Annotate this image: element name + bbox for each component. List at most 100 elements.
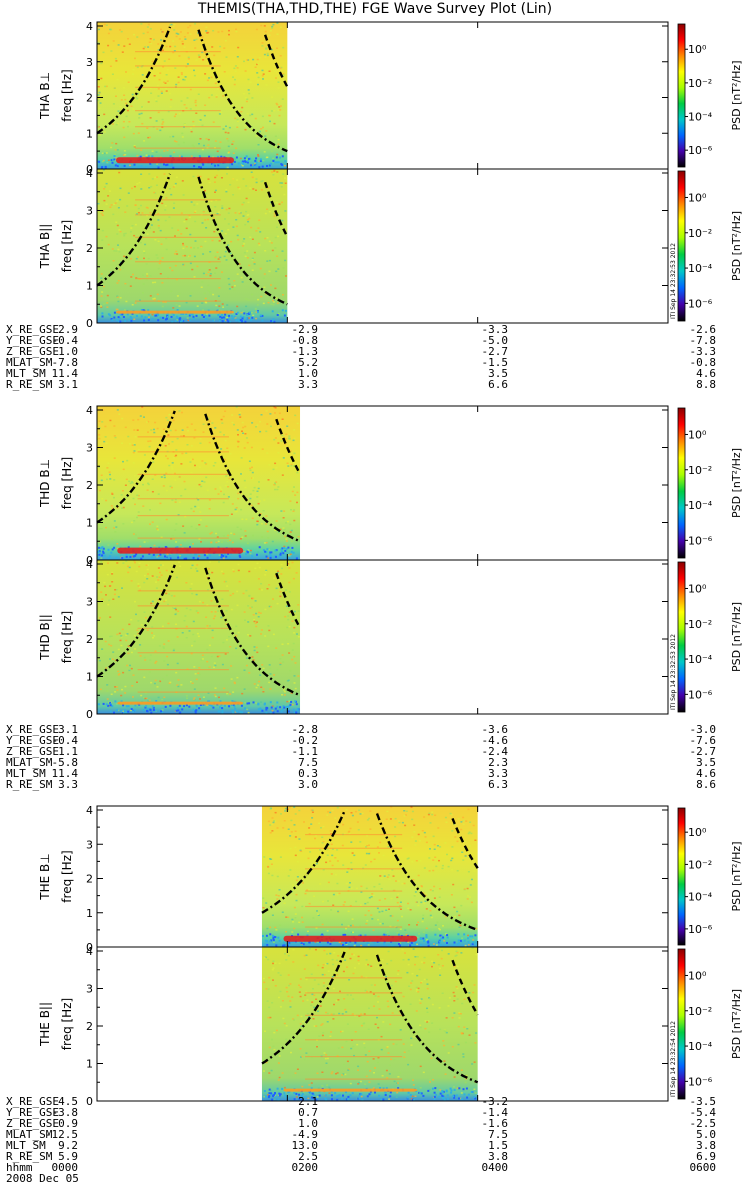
colorbar bbox=[677, 407, 686, 559]
ephemeris-value: 11.4 bbox=[51, 767, 79, 780]
y-tick-label: 4 bbox=[86, 404, 93, 417]
y-tick-label: 0 bbox=[86, 554, 93, 567]
ephemeris-value: -7.6 bbox=[689, 734, 717, 747]
panel-the-bperp: 0 1 2 3 4 THE B⊥ freq [Hz] 10⁰ 10⁻² 10⁻⁴ 10⁻⁶ PSD [… bbox=[38, 804, 743, 954]
colorbar-label: PSD [nT²/Hz] bbox=[730, 211, 743, 281]
ephemeris-value: -3.3 bbox=[481, 323, 509, 336]
ephemeris-label: Y_RE_GSE bbox=[6, 734, 59, 747]
resonance-band bbox=[116, 157, 235, 164]
generation-stamp: ITI Sep 14 23:32:53 2012 bbox=[670, 634, 677, 710]
resonance-band bbox=[117, 701, 244, 705]
harmonic-curve bbox=[451, 817, 479, 869]
ephemeris-column: -2.6 -7.8 -3.3 -0.8 4.6 8.8 bbox=[656, 323, 717, 390]
ephemeris-label: Z_RE_GSE bbox=[6, 345, 59, 358]
ephemeris-value: -2.5 bbox=[689, 1117, 717, 1130]
ephemeris-value: 3.5 bbox=[696, 756, 716, 769]
ephemeris-column: -3.6 -4.6 -2.4 2.3 3.3 6.3 bbox=[448, 724, 509, 791]
ephemeris-label: MLAT_SM bbox=[6, 356, 53, 369]
probe-label: THD B|| bbox=[38, 614, 52, 661]
ephemeris-value: -2.8 bbox=[291, 723, 319, 736]
page-title: THEMIS(THA,THD,THE) FGE Wave Survey Plot… bbox=[197, 1, 553, 17]
ephemeris-value: 5.0 bbox=[696, 1128, 716, 1141]
ephemeris-label: MLT_SM bbox=[6, 367, 46, 380]
colorbar-tick-label: 10⁻² bbox=[688, 227, 712, 240]
y-tick-label: 3 bbox=[86, 838, 93, 851]
ephemeris-value: -0.8 bbox=[689, 356, 717, 369]
gyrofrequency-rising-curve bbox=[96, 173, 172, 287]
ephemeris-column: -3.0 -7.6 -2.7 3.5 4.6 8.6 bbox=[656, 723, 717, 790]
colorbar-tick-label: 10⁻⁶ bbox=[688, 144, 713, 157]
gyrofrequency-rising-curve bbox=[96, 410, 176, 524]
ephemeris-value: 2.1 bbox=[298, 1095, 318, 1108]
colorbar-tick-label: 10⁻⁶ bbox=[688, 688, 713, 701]
ephemeris-value: -7.8 bbox=[689, 334, 717, 347]
ephemeris-value: 6.3 bbox=[488, 778, 508, 791]
panel-the-bpar: 0 1 2 3 4 THE B|| freq [Hz] 10⁰ 10⁻² 10⁻⁴ 10⁻⁶ PSD … bbox=[38, 945, 743, 1108]
ephemeris-value: -3.0 bbox=[689, 723, 717, 736]
ephemeris-value: -0.2 bbox=[291, 734, 319, 747]
spectrogram-the-bperp bbox=[261, 806, 478, 947]
ephemeris-value: 1.0 bbox=[298, 367, 318, 380]
gyrofrequency-falling-curve bbox=[204, 413, 301, 543]
y-tick-label: 4 bbox=[86, 20, 93, 33]
ephemeris-label: MLAT_SM bbox=[6, 756, 53, 769]
ephemeris-value: 3.1 bbox=[58, 723, 78, 736]
resonance-band bbox=[283, 1088, 418, 1092]
generation-stamp: ITI Sep 14 23:32:53 2012 bbox=[670, 243, 677, 319]
ephemeris-labels: X_RE_GSE Y_RE_GSE Z_RE_GSE MLAT_SM MLT_SM R_R… bbox=[6, 324, 59, 390]
ephemeris-value: -1.6 bbox=[481, 1117, 509, 1130]
y-axis-label: freq [Hz] bbox=[60, 220, 74, 272]
ephemeris-label: Y_RE_GSE bbox=[6, 1106, 59, 1119]
ephemeris-value: 0400 bbox=[481, 1161, 509, 1174]
colorbar-tick-label: 10⁻⁶ bbox=[688, 923, 713, 936]
gyrofrequency-falling-curve bbox=[204, 567, 301, 697]
ephemeris-value: -4.6 bbox=[481, 734, 509, 747]
ephemeris-value: 3.0 bbox=[298, 778, 318, 791]
y-tick-label: 3 bbox=[86, 596, 93, 609]
colorbar-tick-label: 10⁻⁴ bbox=[688, 111, 713, 124]
harmonic-curve bbox=[451, 959, 479, 1016]
ephemeris-label: Y_RE_GSE bbox=[6, 334, 59, 347]
ephemeris-value: -4.9 bbox=[291, 1128, 319, 1141]
y-axis-label: freq [Hz] bbox=[60, 69, 74, 121]
harmonic-streaks bbox=[137, 436, 229, 539]
ephemeris-column: 4.5 -3.8 0.9 -12.5 9.2 5.9 0000 bbox=[18, 1096, 78, 1173]
colorbar-tick-label: 10⁻⁴ bbox=[688, 891, 713, 904]
ephemeris-value: 3.8 bbox=[488, 1150, 508, 1163]
ephemeris-value: -5.0 bbox=[481, 334, 509, 347]
ephemeris-value: 13.0 bbox=[291, 1139, 319, 1152]
panel-thd-bperp: 0 1 2 3 4 THD B⊥ freq [Hz] 10⁰ 10⁻² 10⁻⁴ 10⁻⁶ PSD [… bbox=[38, 404, 743, 567]
ephemeris-value: 1.0 bbox=[58, 345, 78, 358]
harmonic-streaks bbox=[305, 833, 403, 928]
spectrogram-tha-bpar bbox=[97, 169, 288, 323]
ephemeris-column: 2.1 0.7 1.0 -4.9 13.0 2.5 0200 bbox=[258, 1095, 319, 1173]
spectrogram-texture bbox=[97, 169, 288, 322]
ephemeris-value: 2.9 bbox=[58, 323, 78, 336]
colorbar-tick-label: 10⁰ bbox=[688, 428, 707, 441]
ephemeris-label: X_RE_GSE bbox=[6, 723, 59, 736]
gyrofrequency-rising-curve bbox=[261, 951, 346, 1065]
panel-tha-bpar: 0 1 2 3 4 THA B|| freq [Hz] 10⁰ 10⁻² 10⁻⁴ 10⁻⁶ PSD … bbox=[38, 167, 743, 330]
ephemeris-column: 3.1 -0.4 1.1 -5.8 11.4 3.3 bbox=[18, 723, 79, 790]
y-axis-label: freq [Hz] bbox=[60, 998, 74, 1050]
ephemeris-value: 0.3 bbox=[298, 767, 318, 780]
y-tick-label: 2 bbox=[86, 92, 93, 105]
ephemeris-column: -2.8 -0.2 -1.1 7.5 0.3 3.0 bbox=[258, 723, 319, 791]
probe-label: THA B|| bbox=[38, 224, 52, 270]
ephemeris-value: -2.6 bbox=[689, 323, 717, 336]
colorbar bbox=[677, 561, 686, 713]
ephemeris-value: -3.8 bbox=[51, 1106, 79, 1119]
y-tick-label: 0 bbox=[86, 941, 93, 954]
ephemeris-value: 0600 bbox=[689, 1161, 717, 1174]
y-tick-label: 1 bbox=[86, 907, 93, 920]
ephemeris-value: -2.7 bbox=[689, 745, 717, 758]
colorbar-label: PSD [nT²/Hz] bbox=[730, 602, 743, 672]
colorbar-tick-label: 10⁻² bbox=[688, 618, 712, 631]
ephemeris-label: MLAT_SM bbox=[6, 1128, 53, 1141]
panel-thd-bpar: 0 1 2 3 4 THD B|| freq [Hz] 10⁰ 10⁻² 10⁻⁴ 10⁻⁶ PSD … bbox=[38, 558, 743, 721]
ephemeris-value: 4.5 bbox=[58, 1095, 78, 1108]
resonance-band bbox=[283, 935, 418, 942]
ephemeris-value: 1.0 bbox=[298, 1117, 318, 1130]
ephemeris-value: -1.3 bbox=[291, 345, 319, 358]
y-tick-label: 2 bbox=[86, 242, 93, 255]
